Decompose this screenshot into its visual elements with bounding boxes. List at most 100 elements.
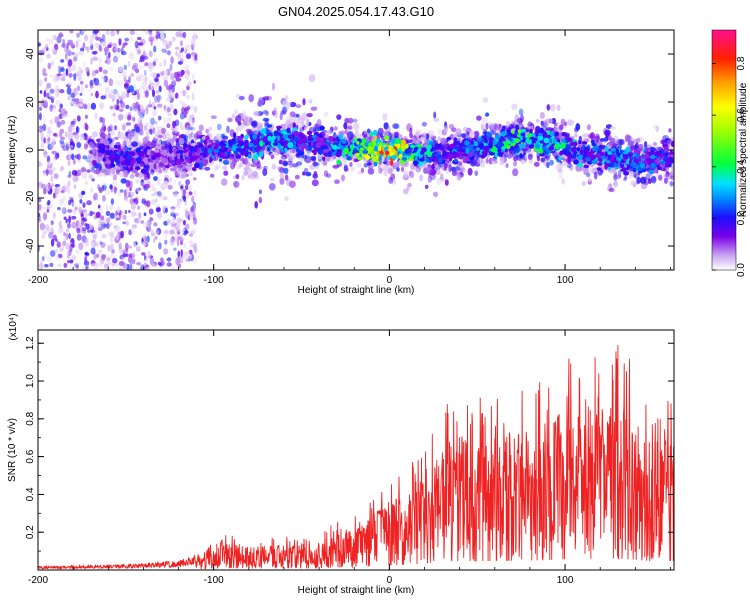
spectrogram-halo-point <box>209 173 215 178</box>
spectrogram-halo-point <box>619 138 625 146</box>
spectrogram-halo-point <box>273 107 277 115</box>
spectrogram-halo-point <box>285 94 289 100</box>
noise-point <box>77 39 81 43</box>
noise-point <box>57 116 60 125</box>
noise-point <box>97 204 101 209</box>
noise-point <box>111 263 115 268</box>
spectrogram-halo-point <box>233 180 240 188</box>
noise-point <box>148 61 153 66</box>
noise-point <box>167 177 173 182</box>
noise-point <box>94 267 97 270</box>
noise-point <box>125 79 130 83</box>
noise-point <box>185 53 192 60</box>
noise-point <box>56 241 61 248</box>
noise-point <box>89 39 93 47</box>
noise-point <box>116 125 120 132</box>
spectrogram-halo-point <box>256 161 261 169</box>
noise-point <box>184 64 190 70</box>
spectrogram-halo-point <box>383 129 389 137</box>
noise-point <box>56 121 62 127</box>
noise-point <box>77 222 82 228</box>
spectrogram-halo-point <box>279 112 283 121</box>
spectrogram-halo-point <box>556 104 561 112</box>
spectrogram-halo-point <box>336 114 342 120</box>
spectrogram-halo-point <box>474 170 479 176</box>
noise-point <box>78 98 84 103</box>
noise-point <box>136 262 142 266</box>
noise-point <box>101 233 107 239</box>
spectrogram-ridge-point <box>554 131 559 137</box>
noise-point <box>122 264 128 269</box>
noise-point <box>105 204 109 211</box>
noise-point <box>42 67 47 76</box>
noise-point <box>184 191 190 200</box>
noise-point <box>109 237 114 243</box>
noise-point <box>41 206 47 210</box>
noise-point <box>132 258 136 264</box>
spectrogram-halo-point <box>88 162 93 171</box>
spectrogram-halo-point <box>341 174 345 182</box>
spectrogram-halo-point <box>486 154 490 159</box>
spectrogram-halo-point <box>334 179 340 184</box>
noise-point <box>112 42 117 48</box>
noise-point <box>182 189 186 197</box>
noise-point <box>166 257 172 262</box>
spectrogram-halo-point <box>506 152 510 158</box>
noise-point <box>148 31 153 36</box>
spectrogram-halo-point <box>181 170 187 179</box>
noise-point <box>88 223 94 231</box>
noise-point <box>96 253 100 258</box>
noise-point <box>137 187 142 191</box>
noise-point <box>59 168 64 172</box>
noise-point <box>72 174 78 183</box>
spectrogram-halo-point <box>241 174 245 181</box>
noise-point <box>193 35 197 43</box>
noise-point <box>43 253 47 258</box>
noise-point <box>44 77 47 82</box>
noise-point <box>132 202 137 207</box>
noise-point <box>39 262 44 270</box>
noise-point <box>116 206 121 214</box>
spectrogram-halo-point <box>665 171 670 177</box>
noise-point <box>130 73 135 77</box>
noise-point <box>148 252 151 257</box>
noise-point <box>136 188 139 192</box>
noise-point <box>153 45 157 53</box>
noise-point <box>65 143 70 151</box>
noise-point <box>183 195 187 202</box>
spectrogram-ridge-point <box>394 137 400 144</box>
noise-point <box>85 238 89 244</box>
noise-point <box>101 75 104 79</box>
noise-point <box>46 53 51 59</box>
noise-point <box>39 106 42 112</box>
noise-point <box>129 106 133 112</box>
spectrogram-halo-point <box>283 167 289 174</box>
spectrogram-halo-point <box>131 141 138 147</box>
spectrogram-halo-point <box>162 133 167 140</box>
spectrogram-halo-point <box>546 161 550 169</box>
noise-point <box>39 222 46 231</box>
spectrogram-ridge-point <box>648 169 654 174</box>
noise-point <box>80 218 85 226</box>
noise-point <box>115 224 120 232</box>
spectrogram-halo-point <box>205 128 209 134</box>
noise-point <box>194 246 198 254</box>
spectrogram-halo-point <box>227 117 233 123</box>
noise-point <box>91 33 95 40</box>
noise-point <box>163 105 167 111</box>
spectrogram-ridge-point <box>590 139 595 144</box>
noise-point <box>191 195 195 203</box>
spectrogram-halo-point <box>566 162 572 169</box>
noise-point <box>152 127 156 135</box>
noise-point <box>148 208 154 215</box>
noise-point <box>47 127 51 131</box>
noise-point <box>186 94 190 100</box>
noise-point <box>38 214 41 221</box>
noise-point <box>73 184 77 190</box>
noise-point <box>142 30 147 33</box>
spectrogram-halo-point <box>289 111 296 118</box>
noise-point <box>186 122 190 128</box>
noise-point <box>118 66 124 73</box>
noise-point <box>99 102 105 110</box>
noise-point <box>114 47 118 52</box>
